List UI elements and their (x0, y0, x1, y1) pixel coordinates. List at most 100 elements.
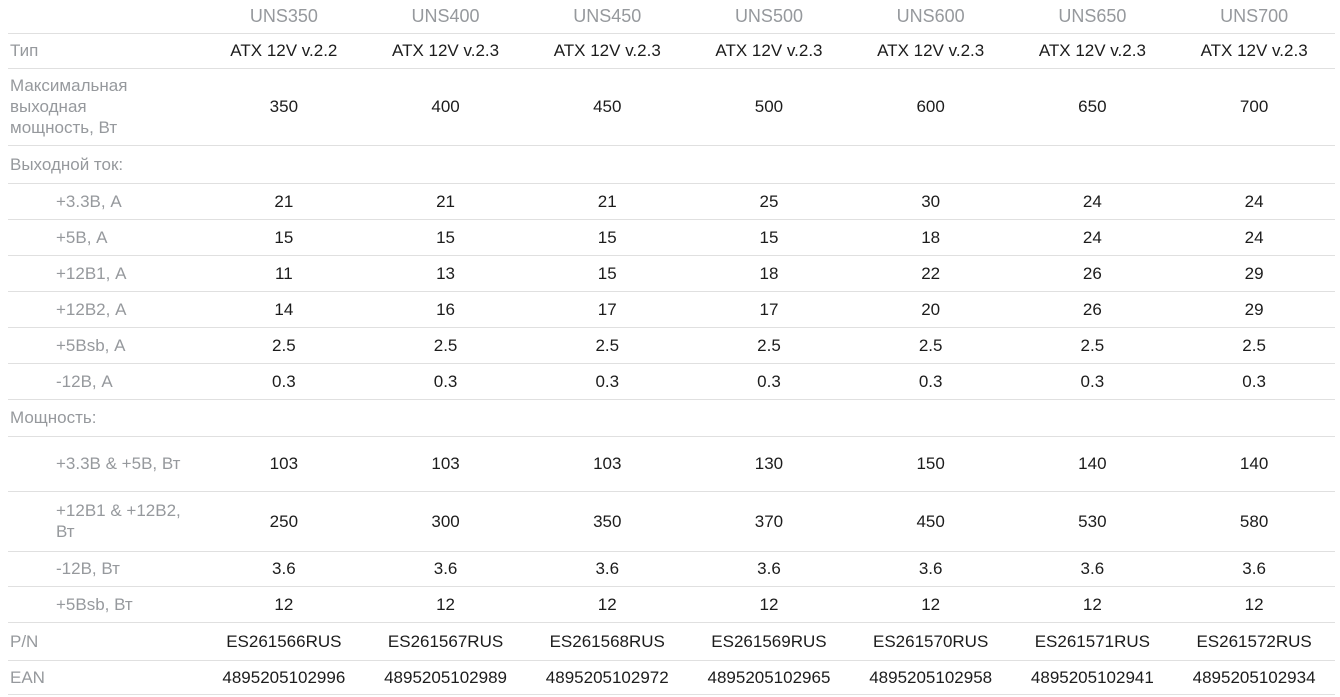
spec-value: 150 (916, 454, 945, 473)
spec-value: 15 (436, 227, 456, 247)
spec-value: 4895205102941 (1030, 667, 1154, 687)
spec-value: 2.5 (1080, 335, 1105, 355)
spec-value: 3.6 (1242, 559, 1266, 578)
column-header: UNS500 (688, 0, 850, 34)
spec-value: 24 (1244, 227, 1264, 247)
spec-value: 16 (436, 299, 456, 319)
spec-value: ES261569RUS (711, 631, 827, 651)
row-label: +5В, А (56, 227, 108, 247)
spec-value: 4895205102965 (707, 667, 831, 687)
specs-table-body: Тип ATX 12V v.2.2 ATX 12V v.2.3 ATX 12V v.2… (8, 33, 1335, 694)
table-row: -12В, А 0.3 0.3 0.3 0.3 0.3 0.3 0.3 (8, 363, 1335, 399)
spec-value: 2.5 (918, 335, 943, 355)
spec-value (850, 399, 1012, 436)
spec-value: ATX 12V v.2.3 (553, 41, 661, 60)
table-row: -12В, Вт 3.6 3.6 3.6 3.6 3.6 3.6 3.6 (8, 551, 1335, 586)
spec-value: 350 (269, 97, 299, 116)
spec-value: 530 (1078, 511, 1107, 531)
row-label: -12В, Вт (56, 559, 120, 578)
table-row: +5В, А 15 15 15 15 18 24 24 (8, 219, 1335, 255)
spec-value: 12 (1082, 594, 1102, 614)
spec-value: 0.3 (1080, 371, 1105, 391)
spec-value (365, 399, 527, 436)
spec-value (1173, 145, 1335, 183)
spec-value: 14 (274, 299, 294, 319)
spec-value (850, 145, 1012, 183)
spec-value: 13 (436, 263, 456, 283)
spec-value: 17 (597, 299, 617, 319)
table-row: Максимальная выходная мощность, Вт 350 400… (8, 68, 1335, 145)
spec-value (365, 145, 527, 183)
spec-value: 12 (436, 594, 456, 614)
column-header: UNS350 (203, 0, 365, 34)
spec-value: 21 (436, 191, 456, 211)
spec-value: 250 (269, 511, 299, 531)
spec-value: 21 (274, 191, 294, 211)
row-label: +12В2, А (56, 299, 127, 319)
table-row: P/N ES261566RUS ES261567RUS ES261568RUS ES26… (8, 622, 1335, 660)
spec-value: 600 (916, 97, 945, 116)
row-label: +12В1, А (56, 263, 127, 283)
spec-value: 4895205102958 (869, 667, 993, 687)
spec-value: 103 (593, 454, 622, 473)
spec-value: 3.6 (1080, 559, 1105, 578)
spec-value: 25 (759, 191, 779, 211)
spec-value: 700 (1239, 97, 1269, 116)
spec-value: 140 (1239, 454, 1269, 473)
row-label: Максимальная выходная мощность, Вт (10, 76, 128, 137)
table-row: Мощность: (8, 399, 1335, 436)
spec-value: 22 (921, 263, 941, 283)
spec-value: 20 (921, 299, 941, 319)
spec-value: 370 (754, 511, 784, 531)
spec-value: 26 (1082, 263, 1102, 283)
row-label: -12В, А (56, 371, 113, 391)
spec-value: 29 (1244, 299, 1264, 319)
spec-value (526, 399, 688, 436)
spec-value: 15 (597, 227, 617, 247)
spec-value: 130 (754, 454, 784, 473)
corner-cell (8, 0, 203, 34)
spec-value: ATX 12V v.2.3 (392, 41, 500, 60)
spec-value: ATX 12V v.2.3 (715, 41, 823, 60)
row-label: +5Bsb, Вт (56, 594, 133, 614)
row-label: Мощность: (10, 408, 97, 427)
spec-value: 24 (1082, 227, 1102, 247)
spec-value: 29 (1244, 263, 1264, 283)
row-label: +5Bsb, А (56, 335, 126, 355)
spec-value: 0.3 (757, 371, 781, 391)
table-row: EAN 4895205102996 4895205102989 48952051029… (8, 660, 1335, 694)
spec-value: 4895205102972 (545, 667, 669, 687)
spec-value: 30 (921, 191, 941, 211)
table-row: +12В2, А 14 16 17 17 20 26 29 (8, 291, 1335, 327)
spec-value: ES261566RUS (226, 631, 342, 651)
spec-value: 2.5 (272, 335, 296, 355)
spec-value: 0.3 (1242, 371, 1266, 391)
row-label: +12В1 & +12В2, Вт (56, 501, 181, 541)
row-label: Выходной ток: (10, 154, 124, 174)
spec-value: ATX 12V v.2.3 (877, 41, 985, 60)
spec-value: 15 (597, 263, 617, 283)
spec-value: 2.5 (1242, 335, 1266, 355)
column-header: UNS650 (1011, 0, 1174, 34)
spec-value: 140 (1078, 454, 1107, 473)
spec-value (203, 399, 365, 436)
spec-value: 18 (759, 263, 779, 283)
spec-value: 350 (593, 511, 622, 531)
spec-value (1173, 399, 1335, 436)
spec-value: 3.6 (757, 559, 781, 578)
row-label: +3.3В, А (56, 191, 122, 211)
spec-value: 103 (269, 454, 299, 473)
spec-value: 24 (1244, 191, 1264, 211)
spec-value: 2.5 (595, 335, 620, 355)
table-row: +3.3В & +5В, Вт 103 103 103 130 150 140 140 (8, 436, 1335, 491)
spec-value: 580 (1239, 511, 1269, 531)
spec-value: 400 (431, 97, 460, 116)
table-row: +5Bsb, А 2.5 2.5 2.5 2.5 2.5 2.5 2.5 (8, 327, 1335, 363)
spec-value (688, 399, 850, 436)
specs-table-header: UNS350 UNS400 UNS450 UNS500 UNS600 UNS650 UNS7… (8, 0, 1335, 34)
spec-value: 450 (593, 97, 622, 116)
column-header: UNS400 (364, 0, 527, 34)
spec-value: 3.6 (272, 559, 296, 578)
spec-value: 12 (274, 594, 294, 614)
header-row: UNS350 UNS400 UNS450 UNS500 UNS600 UNS650 UNS7… (8, 0, 1335, 34)
